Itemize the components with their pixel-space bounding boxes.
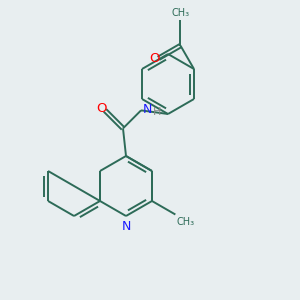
Text: N: N xyxy=(142,103,152,116)
Text: O: O xyxy=(96,102,106,116)
Text: CH₃: CH₃ xyxy=(177,217,195,227)
Text: N: N xyxy=(121,220,131,233)
Text: CH₃: CH₃ xyxy=(171,8,190,18)
Text: H: H xyxy=(152,107,161,117)
Text: O: O xyxy=(149,52,160,65)
